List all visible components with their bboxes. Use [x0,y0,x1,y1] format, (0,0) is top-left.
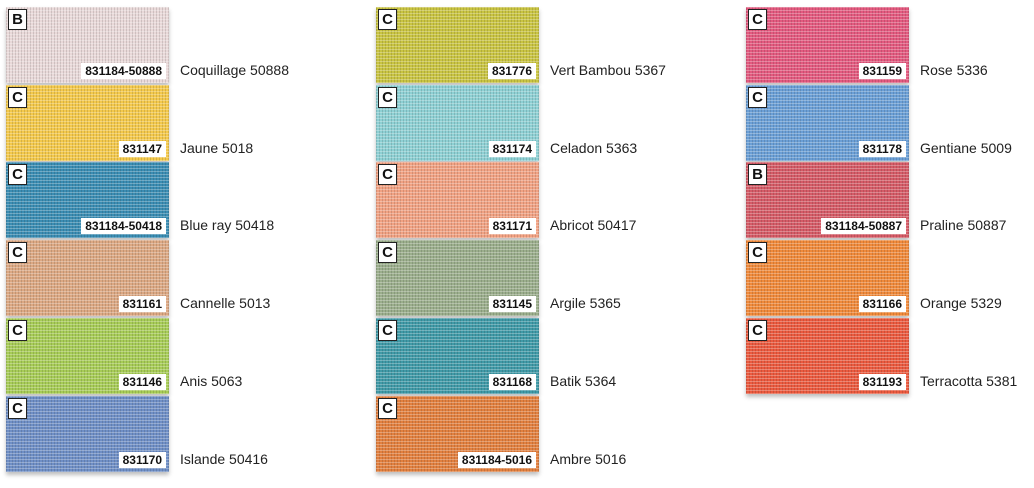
color-name: Cannelle 5013 [180,295,271,311]
fabric-swatch: C 831166 [746,240,909,316]
grade-badge: C [8,242,27,263]
product-code: 831776 [487,63,536,79]
fabric-swatch: B 831184-50888 [6,7,169,83]
fabric-swatch: C 831184-50418 [6,162,169,238]
color-name: Anis 5063 [180,373,243,389]
color-name: Rose 5336 [920,62,988,78]
product-code: 831193 [858,374,906,390]
color-name: Terracotta 5381 [920,373,1018,389]
color-name: Batik 5364 [550,373,617,389]
fabric-swatch: C 831168 [376,318,539,394]
grade-badge: C [748,242,767,263]
grade-badge: C [378,87,397,108]
color-name: Jaune 5018 [180,140,254,156]
grade-badge: C [8,164,27,185]
fabric-swatch: C 831159 [746,7,909,83]
color-name: Celadon 5363 [550,140,638,156]
product-code: 831146 [118,374,166,390]
product-code: 831184-5016 [457,452,536,468]
color-name: Ambre 5016 [550,451,627,467]
color-name: Argile 5365 [550,295,621,311]
grade-badge: C [378,398,397,419]
fabric-swatch: C 831146 [6,318,169,394]
product-code: 831184-50887 [821,218,906,234]
fabric-swatch: C 831776 [376,7,539,83]
product-code: 831178 [858,141,906,157]
fabric-swatch: C 831178 [746,85,909,161]
fabric-swatch: C 831147 [6,85,169,161]
product-code: 831159 [858,63,906,79]
product-code: 831174 [488,141,536,157]
color-name: Abricot 50417 [550,217,637,233]
product-code: 831170 [118,452,166,468]
fabric-swatch: B 831184-50887 [746,162,909,238]
fabric-swatch: C 831184-5016 [376,396,539,472]
color-name: Gentiane 5009 [920,140,1012,156]
grade-badge: C [748,320,767,341]
color-name: Blue ray 50418 [180,217,275,233]
product-code: 831147 [118,141,166,157]
color-name: Praline 50887 [920,217,1007,233]
grade-badge: C [8,87,27,108]
grade-badge: C [378,242,397,263]
product-code: 831161 [118,296,166,312]
grade-badge: C [8,320,27,341]
grade-badge: C [378,164,397,185]
grade-badge: B [748,164,767,185]
product-code: 831166 [858,296,906,312]
grade-badge: C [378,320,397,341]
fabric-swatch: C 831145 [376,240,539,316]
product-code: 831171 [488,218,536,234]
fabric-swatch: C 831193 [746,318,909,394]
fabric-swatch: C 831161 [6,240,169,316]
fabric-swatch: C 831171 [376,162,539,238]
grade-badge: C [748,9,767,30]
grade-badge: C [8,398,27,419]
product-code: 831145 [488,296,536,312]
grade-badge: C [378,9,397,30]
product-code: 831184-50418 [81,218,166,234]
grade-badge: C [748,87,767,108]
color-name: Vert Bambou 5367 [550,62,666,78]
fabric-swatch: C 831170 [6,396,169,472]
color-name: Orange 5329 [920,295,1002,311]
product-code: 831168 [488,374,536,390]
grade-badge: B [8,9,27,30]
fabric-swatch: C 831174 [376,85,539,161]
product-code: 831184-50888 [81,63,166,79]
color-name: Islande 50416 [180,451,268,467]
color-name: Coquillage 50888 [180,62,289,78]
